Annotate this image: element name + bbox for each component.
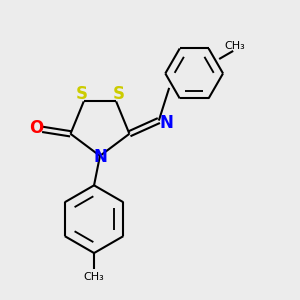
Text: CH₃: CH₃: [84, 272, 104, 282]
Text: O: O: [29, 119, 43, 137]
Text: N: N: [159, 114, 173, 132]
Text: N: N: [94, 148, 107, 166]
Text: CH₃: CH₃: [224, 40, 245, 51]
Text: S: S: [75, 85, 87, 103]
Text: S: S: [112, 85, 124, 103]
